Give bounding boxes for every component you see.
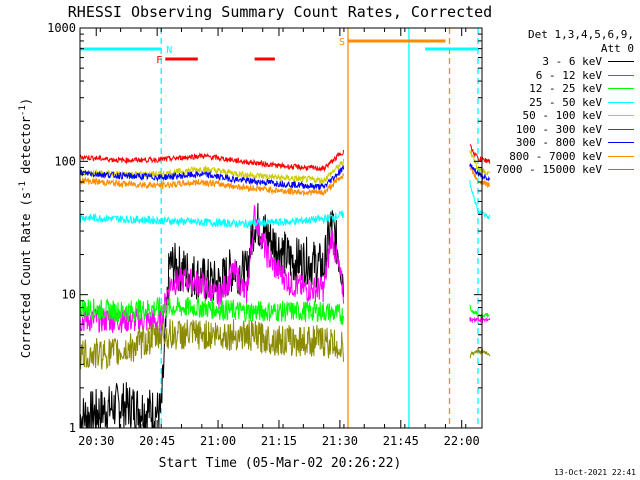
series-5 [79,149,345,173]
y-tick-label-2: 100 [54,154,76,168]
after-gap-curve-7 [469,348,491,359]
y-tick-label-0: 1 [69,421,76,435]
legend-swatch [608,169,634,171]
timestamp: 13-Oct-2021 22:41 [554,468,636,477]
x-axis-label: Start Time (05-Mar-02 20:26:22) [159,456,402,471]
legend-label: 3 - 6 keV [542,55,602,68]
series-4 [79,158,345,185]
legend-label: 300 - 800 keV [515,136,602,149]
series-8 [79,319,345,370]
series-6 [79,165,345,191]
legend-swatch [608,115,634,117]
after-gap-curve-6 [469,315,491,324]
legend-entry: 100 - 300 keV [496,123,634,137]
x-tick-label-0: 20:30 [78,434,114,448]
after-gap-curve-5 [469,304,490,319]
legend-swatch [608,155,634,157]
legend-label: 25 - 50 keV [529,95,602,109]
plot-frame [79,27,483,429]
legend-entry: 3 - 6 keV [496,55,634,69]
legend-label: 6 - 12 keV [535,68,602,82]
legend-entry: 800 - 7000 keV [496,150,634,164]
chart-title: RHESSI Observing Summary Count Rates, Co… [68,3,492,21]
flare-bar-label-0: F [156,55,162,66]
x-tick-label-5: 21:45 [383,434,419,448]
legend-entry: 300 - 800 keV [496,136,634,150]
legend-swatch [608,88,634,90]
y-tick-label-1: 10 [62,288,76,302]
legend-label: 800 - 7000 keV [509,149,602,163]
x-tick-label-3: 21:15 [261,434,297,448]
legend-label: 12 - 25 keV [529,82,602,95]
legend-swatch [608,101,634,103]
legend-entry: 25 - 50 keV [496,96,634,110]
after-gap-curve-0 [469,144,491,164]
series-7 [79,173,345,197]
legend-entry: 7000 - 15000 keV [496,163,634,177]
legend-entry: 50 - 100 keV [496,109,634,123]
x-tick-label-2: 21:00 [200,434,236,448]
legend-swatch [608,128,634,130]
after-gap-curve-4 [469,179,491,220]
legend-entry: 6 - 12 keV [496,69,634,83]
series-2 [79,296,345,325]
after-gap-curve-1 [469,150,491,176]
legend-swatch [608,61,634,63]
night-bar-label-0: N [166,45,172,56]
legend-header-2: Att 0 [600,41,634,55]
legend-label: 100 - 300 keV [515,122,602,136]
legend: Det 1,3,4,5,6,9, Att 0 3 - 6 keV 6 - 12 k… [496,28,634,177]
legend-entry: 12 - 25 keV [496,82,634,96]
saa-bar-label-0: S [339,37,345,48]
legend-header-1: Det 1,3,4,5,6,9, [528,28,634,41]
series-0 [79,203,345,430]
x-tick-label-1: 20:45 [139,434,175,448]
legend-label: 7000 - 15000 keV [496,163,602,176]
y-tick-label-3: 1000 [47,21,76,35]
legend-swatch [608,142,634,144]
series-3 [79,210,345,229]
y-axis-label: Corrected Count Rate (s-1 detector-1) [18,98,33,358]
legend-label: 50 - 100 keV [522,109,602,122]
x-tick-label-4: 21:30 [322,434,358,448]
x-tick-label-6: 22:00 [444,434,480,448]
legend-swatch [608,74,634,76]
